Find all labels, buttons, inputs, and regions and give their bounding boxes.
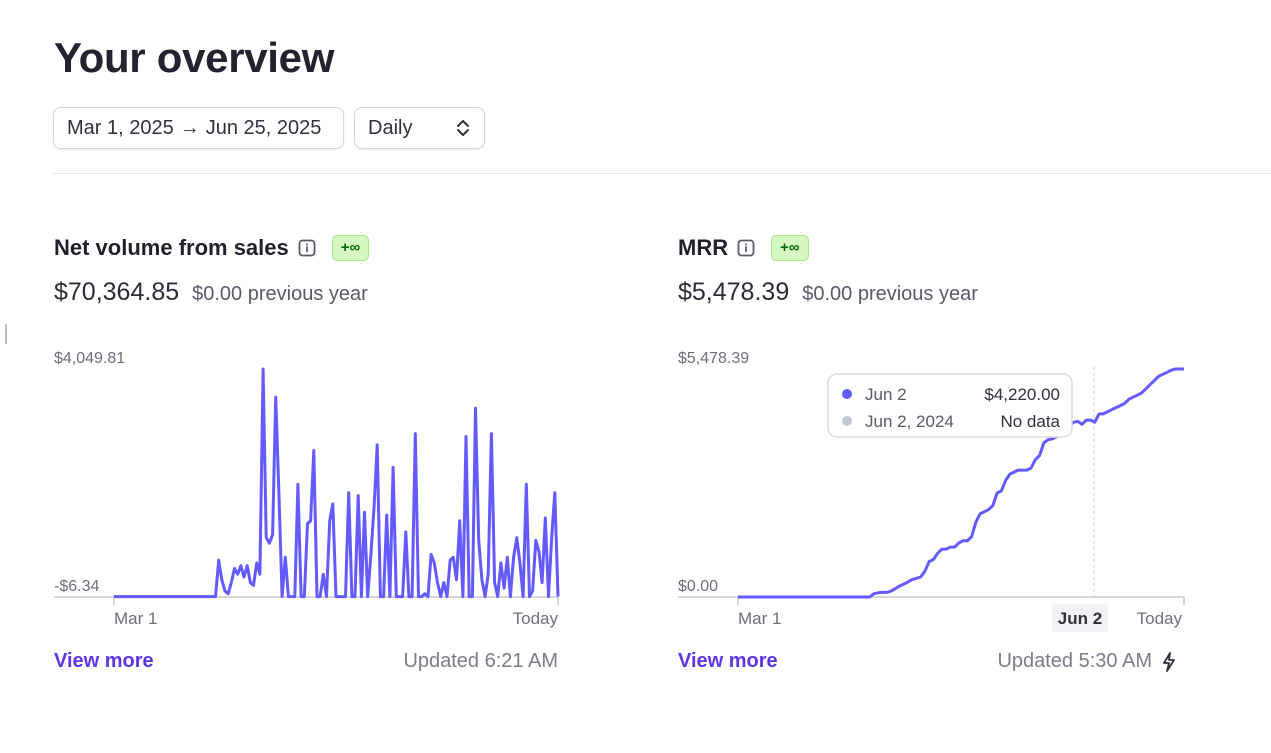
filter-controls: Mar 1, 2025 → Jun 25, 2025 Daily [53, 107, 485, 149]
interval-select[interactable]: Daily [354, 107, 485, 149]
header-divider [53, 173, 1271, 174]
mrr-updated: Updated 5:30 AM [997, 650, 1152, 672]
y-min-label: -$6.34 [54, 578, 99, 595]
date-range-start: Mar 1, 2025 [67, 116, 174, 139]
tooltip-previous-value: No data [1000, 412, 1060, 431]
mrr-series-line [738, 367, 1184, 599]
scroll-indicator [5, 324, 7, 344]
info-icon[interactable] [298, 239, 316, 257]
chart-tooltip: Jun 2 $4,220.00 Jun 2, 2024 No data [827, 373, 1073, 438]
lightning-bolt-icon[interactable] [1162, 652, 1176, 672]
tooltip-previous-label: Jun 2, 2024 [865, 412, 954, 431]
mrr-change-badge: +∞ [771, 235, 809, 261]
page-title: Your overview [54, 34, 335, 81]
tooltip-previous-dot [842, 416, 852, 426]
x-end-label: Today [513, 609, 559, 628]
mrr-title: MRR [678, 235, 729, 260]
x-highlight-chip [1052, 604, 1108, 632]
date-range-end: Jun 25, 2025 [205, 116, 322, 139]
mrr-chart[interactable]: $5,478.39 $0.00 Mar 1 Jun 2 Today Jun 2 … [678, 337, 1188, 637]
net-volume-chart[interactable]: $4,049.81 -$6.34 Mar 1 Today [54, 337, 564, 637]
mrr-card: MRR +∞ $5,478.39 $0.00 previous year $5,… [678, 232, 1188, 692]
x-end-label: Today [1137, 609, 1183, 628]
mrr-previous: $0.00 previous year [802, 283, 978, 305]
y-max-label: $5,478.39 [678, 350, 749, 367]
date-range-button[interactable]: Mar 1, 2025 → Jun 25, 2025 [53, 107, 344, 149]
x-highlight-label: Jun 2 [1058, 609, 1102, 628]
tooltip-current-dot [842, 389, 852, 399]
net-volume-updated: Updated 6:21 AM [403, 650, 558, 672]
tooltip-current-label: Jun 2 [865, 385, 907, 404]
interval-value: Daily [368, 116, 413, 139]
chevron-up-down-icon [457, 120, 469, 136]
info-icon[interactable] [737, 239, 755, 257]
net-volume-card: Net volume from sales +∞ $70,364.85 $0.0… [54, 232, 564, 692]
net-volume-previous: $0.00 previous year [192, 283, 368, 305]
arrow-right-icon: → [179, 116, 200, 139]
mrr-view-more-link[interactable]: View more [678, 650, 778, 672]
net-volume-view-more-link[interactable]: View more [54, 650, 154, 672]
tooltip-current-value: $4,220.00 [984, 385, 1060, 404]
net-volume-change-badge: +∞ [331, 235, 370, 261]
x-start-label: Mar 1 [114, 609, 157, 628]
net-volume-series-line [114, 367, 560, 599]
y-max-label: $4,049.81 [54, 350, 125, 367]
net-volume-title: Net volume from sales [54, 235, 289, 260]
net-volume-value: $70,364.85 [54, 278, 180, 306]
x-start-label: Mar 1 [738, 609, 781, 628]
y-min-label: $0.00 [678, 578, 718, 595]
mrr-value: $5,478.39 [678, 278, 790, 306]
